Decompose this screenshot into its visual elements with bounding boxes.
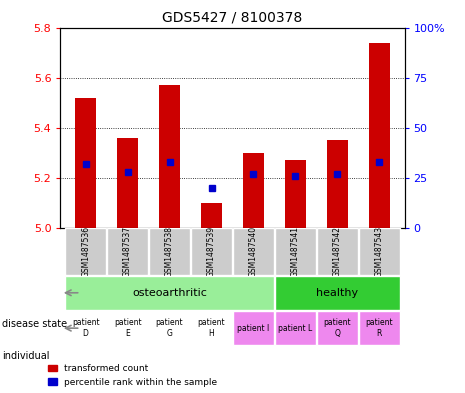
Bar [327, 140, 348, 228]
FancyBboxPatch shape [275, 228, 316, 275]
Text: GSM1487541: GSM1487541 [291, 226, 300, 277]
FancyBboxPatch shape [107, 311, 148, 345]
Bar [369, 42, 390, 228]
FancyBboxPatch shape [66, 311, 106, 345]
FancyBboxPatch shape [275, 276, 399, 310]
Title: GDS5427 / 8100378: GDS5427 / 8100378 [162, 11, 303, 25]
Bar [75, 97, 96, 228]
FancyBboxPatch shape [317, 228, 358, 275]
FancyBboxPatch shape [149, 228, 190, 275]
Text: individual: individual [2, 351, 50, 361]
Text: GSM1487539: GSM1487539 [207, 226, 216, 277]
Text: GSM1487540: GSM1487540 [249, 226, 258, 277]
Text: healthy: healthy [316, 288, 359, 298]
FancyBboxPatch shape [275, 311, 316, 345]
Bar [243, 153, 264, 228]
Text: patient
G: patient G [156, 318, 183, 338]
FancyBboxPatch shape [66, 276, 273, 310]
Text: GSM1487543: GSM1487543 [375, 226, 384, 277]
FancyBboxPatch shape [149, 311, 190, 345]
FancyBboxPatch shape [359, 228, 399, 275]
FancyBboxPatch shape [192, 311, 232, 345]
Bar [159, 85, 180, 228]
FancyBboxPatch shape [66, 228, 106, 275]
Text: GSM1487538: GSM1487538 [165, 226, 174, 277]
Bar [285, 160, 306, 228]
Text: patient
R: patient R [365, 318, 393, 338]
FancyBboxPatch shape [233, 311, 273, 345]
Text: GSM1487536: GSM1487536 [81, 226, 90, 277]
Text: patient
H: patient H [198, 318, 226, 338]
Text: disease state: disease state [2, 319, 67, 329]
FancyBboxPatch shape [233, 228, 273, 275]
Text: GSM1487537: GSM1487537 [123, 226, 132, 277]
FancyBboxPatch shape [359, 311, 399, 345]
Text: patient I: patient I [237, 324, 270, 332]
FancyBboxPatch shape [107, 228, 148, 275]
Bar [201, 203, 222, 228]
Bar [117, 138, 138, 228]
Text: GSM1487542: GSM1487542 [333, 226, 342, 277]
Text: patient L: patient L [279, 324, 312, 332]
Text: patient
Q: patient Q [324, 318, 351, 338]
FancyBboxPatch shape [192, 228, 232, 275]
Text: patient
E: patient E [114, 318, 141, 338]
Legend: transformed count, percentile rank within the sample: transformed count, percentile rank withi… [46, 362, 219, 389]
Text: patient
D: patient D [72, 318, 100, 338]
Text: osteoarthritic: osteoarthritic [132, 288, 207, 298]
FancyBboxPatch shape [317, 311, 358, 345]
